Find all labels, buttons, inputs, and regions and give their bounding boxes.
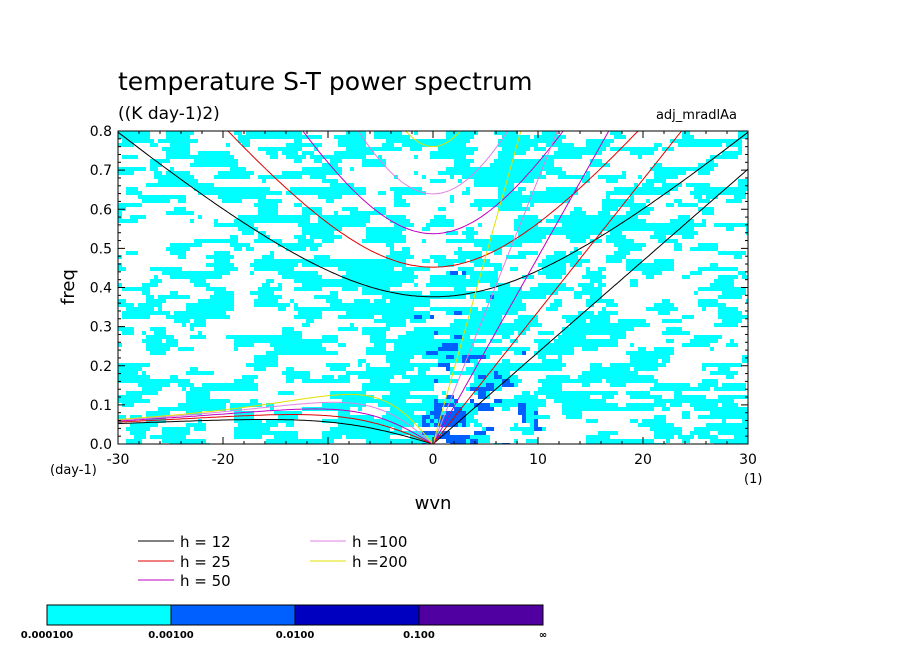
chart-title: temperature S-T power spectrum	[118, 67, 532, 96]
legend-label: h =100	[352, 533, 407, 551]
curve-ig-h50	[302, 131, 564, 235]
legend-label: h =200	[352, 553, 407, 571]
x-tick-label: -10	[317, 452, 340, 468]
x-unit-label: (1)	[744, 472, 762, 487]
colorbar-label: 0.00100	[148, 630, 194, 641]
x-tick-label: 10	[529, 452, 547, 468]
curve-kel-h12	[432, 168, 748, 444]
colorbar-label: 0.000100	[21, 630, 74, 641]
y-tick-label: 0.3	[90, 320, 112, 336]
axis-ticks: -30 -20 -10 0 10 20 30 0.0 0.1 0.2 0.3 0.4 0.5 0.6 0.7…	[90, 124, 757, 468]
x-tick-label: 0	[429, 452, 438, 468]
colorbar-swatch	[170, 604, 296, 626]
x-tick-label: 20	[634, 452, 652, 468]
curve-ig-h25	[227, 131, 639, 268]
curve-kel-h100	[432, 131, 558, 444]
y-tick-label: 0.4	[90, 281, 112, 297]
colorbar-label: 0.100	[403, 630, 435, 641]
legend: h = 12 h = 25h = 50 h =100 h =200	[138, 533, 407, 590]
curve-rossby-h200	[118, 393, 434, 444]
curve-rossby-h50	[118, 408, 434, 444]
colorbar: 0.000100 0.00100 0.0100 0.100 ∞	[21, 604, 547, 641]
legend-label: h = 12	[180, 533, 231, 551]
legend-label: h = 25	[180, 553, 231, 571]
y-tick-label: 0.8	[90, 124, 112, 140]
x-tick-label: 30	[739, 452, 757, 468]
curve-kel-h200	[432, 131, 522, 444]
colorbar-label: ∞	[539, 630, 547, 641]
x-axis-label: wvn	[415, 493, 452, 514]
y-tick-label: 0.1	[90, 398, 112, 414]
y-tick-label: 0.2	[90, 359, 112, 375]
x-tick-label: -30	[107, 452, 130, 468]
x-tick-label: -20	[212, 452, 235, 468]
run-tag: adj_mradlAa	[656, 108, 737, 123]
colorbar-label: 0.0100	[276, 630, 315, 641]
curve-ig-h200	[404, 131, 462, 148]
y-tick-label: 0.0	[90, 437, 112, 453]
colorbar-swatch	[294, 604, 420, 626]
curve-kel-h25	[432, 131, 683, 444]
colorbar-swatch	[46, 604, 172, 626]
curve-rossby-h12	[118, 419, 434, 444]
dispersion-curves	[118, 131, 748, 444]
y-unit-label: (day-1)	[50, 463, 97, 478]
curve-ig-h100	[357, 131, 509, 195]
curve-kel-h50	[432, 131, 610, 444]
chart-subtitle: ((K day-1)2)	[118, 104, 220, 124]
y-tick-label: 0.6	[90, 202, 112, 218]
y-tick-label: 0.7	[90, 163, 112, 179]
power-contours	[118, 131, 748, 444]
curve-rossby-h25	[118, 414, 434, 444]
y-tick-label: 0.5	[90, 241, 112, 257]
legend-label: h = 50	[180, 572, 231, 590]
curve-rossby-h100	[118, 401, 434, 444]
curve-ig-h12	[118, 131, 748, 298]
colorbar-swatch	[418, 604, 544, 626]
y-axis-label: freq	[58, 269, 79, 305]
